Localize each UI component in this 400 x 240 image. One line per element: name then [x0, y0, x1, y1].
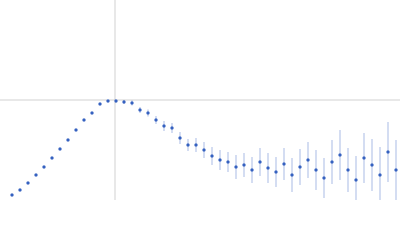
data-point: [170, 126, 174, 130]
data-point: [250, 168, 254, 172]
data-point: [362, 156, 366, 160]
data-point: [274, 170, 278, 174]
data-point: [178, 136, 182, 140]
data-point: [266, 166, 270, 170]
data-point: [338, 153, 342, 157]
data-point: [242, 163, 246, 167]
data-point: [58, 147, 62, 151]
data-point: [34, 173, 38, 177]
data-point: [26, 181, 30, 185]
data-point: [346, 168, 350, 172]
data-point: [82, 118, 86, 122]
data-point: [234, 165, 238, 169]
data-point: [354, 178, 358, 182]
data-point: [210, 154, 214, 158]
data-point: [66, 138, 70, 142]
data-point: [258, 160, 262, 164]
data-point: [194, 143, 198, 147]
data-point: [146, 111, 150, 115]
data-point: [282, 162, 286, 166]
data-point: [98, 102, 102, 106]
chart: [0, 0, 400, 200]
data-point: [378, 173, 382, 177]
data-point: [226, 160, 230, 164]
data-point: [306, 158, 310, 162]
data-point: [138, 108, 142, 112]
data-point: [370, 163, 374, 167]
data-point: [322, 176, 326, 180]
data-point: [50, 156, 54, 160]
data-point: [290, 173, 294, 177]
data-point: [90, 111, 94, 115]
data-point: [314, 168, 318, 172]
data-point: [386, 150, 390, 154]
data-point: [106, 99, 110, 103]
data-point: [42, 165, 46, 169]
data-point: [10, 193, 14, 197]
data-point: [122, 100, 126, 104]
data-point: [394, 168, 398, 172]
data-point: [218, 158, 222, 162]
data-point: [186, 143, 190, 147]
data-point: [162, 124, 166, 128]
data-point: [202, 148, 206, 152]
data-point: [74, 128, 78, 132]
data-point: [154, 118, 158, 122]
data-point: [18, 188, 22, 192]
data-point: [114, 99, 118, 103]
data-point: [130, 101, 134, 105]
data-point: [330, 160, 334, 164]
data-point: [298, 165, 302, 169]
